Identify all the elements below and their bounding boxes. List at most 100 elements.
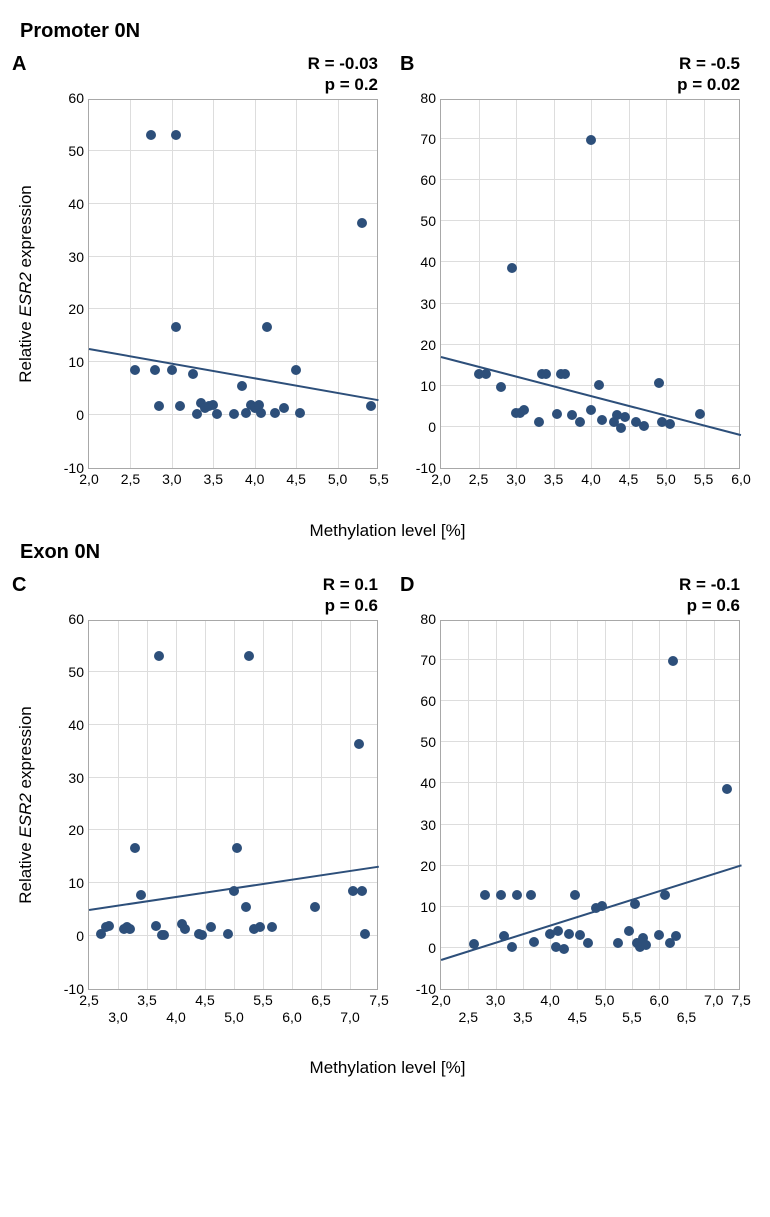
data-point [660, 890, 670, 900]
x-tick-label: 2,5 [121, 471, 140, 487]
chart-wrap: 2,53,54,55,56,52,03,04,05,06,07,07,5-100… [398, 620, 750, 990]
stat-p: p = 0.6 [679, 595, 740, 616]
gridline-h [441, 303, 739, 304]
x-tick-label: 7,5 [369, 992, 388, 1008]
data-point [223, 929, 233, 939]
x-tick-label: 3,0 [506, 471, 525, 487]
x-tick-label: 5,0 [595, 992, 614, 1008]
data-point [654, 930, 664, 940]
y-tick-label: 0 [76, 407, 84, 423]
y-tick-label: 40 [420, 775, 436, 791]
data-point [480, 890, 490, 900]
gridline-h [441, 865, 739, 866]
data-point [180, 924, 190, 934]
y-tick-label: 60 [68, 611, 84, 627]
gridline-h [441, 906, 739, 907]
x-tick-label: 6,5 [311, 992, 330, 1008]
gridline-v [479, 100, 480, 468]
y-tick-label: 70 [420, 652, 436, 668]
gridline-h [89, 777, 377, 778]
data-point [291, 365, 301, 375]
data-point [575, 417, 585, 427]
x-tick-label: 6,0 [649, 992, 668, 1008]
gridline-h [441, 782, 739, 783]
data-point [244, 651, 254, 661]
x-tick-label: 6,5 [677, 1009, 696, 1025]
data-point [130, 843, 140, 853]
gridline-h [441, 220, 739, 221]
plot-area: 3,04,05,06,07,02,53,54,55,56,57,5-100102… [88, 620, 378, 990]
gridline-h [89, 724, 377, 725]
x-tick-label: 3,0 [486, 992, 505, 1008]
data-point [722, 784, 732, 794]
y-tick-label: 70 [420, 131, 436, 147]
y-tick-label: 60 [420, 172, 436, 188]
data-point [197, 930, 207, 940]
data-point [212, 409, 222, 419]
data-point [639, 421, 649, 431]
y-tick-label: 20 [420, 858, 436, 874]
data-point [668, 656, 678, 666]
y-tick-label: 80 [420, 611, 436, 627]
gridline-v [338, 100, 339, 468]
gridline-v [147, 621, 148, 989]
data-point [206, 922, 216, 932]
data-point [159, 930, 169, 940]
data-point [232, 843, 242, 853]
data-point [229, 886, 239, 896]
data-point [512, 890, 522, 900]
panel-stats: R = -0.03p = 0.2 [308, 53, 378, 96]
panel-stats: R = -0.1p = 0.6 [679, 574, 740, 617]
gridline-h [89, 829, 377, 830]
y-tick-label: 10 [420, 378, 436, 394]
panel-stats: R = -0.5p = 0.02 [677, 53, 740, 96]
gridline-h [89, 361, 377, 362]
data-point [256, 408, 266, 418]
data-point [526, 890, 536, 900]
plot-area: 2,02,53,03,54,04,55,05,56,0-100102030405… [440, 99, 740, 469]
gridline-h [89, 256, 377, 257]
x-tick-label: 4,5 [568, 1009, 587, 1025]
x-tick-label: 7,0 [704, 992, 723, 1008]
data-point [357, 886, 367, 896]
x-tick-label: 6,0 [731, 471, 750, 487]
x-tick-label: 3,5 [544, 471, 563, 487]
gridline-v [350, 621, 351, 989]
panel-letter: C [12, 574, 26, 597]
panel-row: AR = -0.03p = 0.2Relative ESR2 expressio… [10, 51, 760, 493]
data-point [136, 890, 146, 900]
data-point [630, 899, 640, 909]
stat-r: R = -0.5 [677, 53, 740, 74]
stat-r: R = 0.1 [323, 574, 378, 595]
y-tick-label: 40 [68, 196, 84, 212]
x-tick-label: 5,5 [253, 992, 272, 1008]
gridline-v [714, 621, 715, 989]
y-tick-label: 50 [420, 213, 436, 229]
y-tick-label: 50 [420, 734, 436, 750]
y-tick-label: 20 [68, 301, 84, 317]
gridline-h [441, 385, 739, 386]
data-point [570, 890, 580, 900]
stat-r: R = -0.1 [679, 574, 740, 595]
gridline-v [130, 100, 131, 468]
y-tick-label: 10 [68, 354, 84, 370]
gridline-v [263, 621, 264, 989]
panel-D: DR = -0.1p = 0.62,53,54,55,56,52,03,04,0… [398, 572, 750, 1030]
x-tick-label: 3,0 [162, 471, 181, 487]
data-point [507, 263, 517, 273]
y-axis-label-wrap: Relative ESR2 expression [14, 99, 38, 469]
data-point [507, 942, 517, 952]
panel-C: CR = 0.1p = 0.6Relative ESR2 expression3… [10, 572, 388, 1030]
data-point [541, 369, 551, 379]
y-tick-label: 0 [428, 940, 436, 956]
y-axis-label-wrap: Relative ESR2 expression [14, 620, 38, 990]
data-point [130, 365, 140, 375]
data-point [534, 417, 544, 427]
data-point [665, 419, 675, 429]
section-title: Promoter 0N [20, 20, 760, 43]
gridline-v [496, 621, 497, 989]
x-tick-label: 6,0 [282, 1009, 301, 1025]
data-point [125, 924, 135, 934]
data-point [496, 382, 506, 392]
data-point [188, 369, 198, 379]
